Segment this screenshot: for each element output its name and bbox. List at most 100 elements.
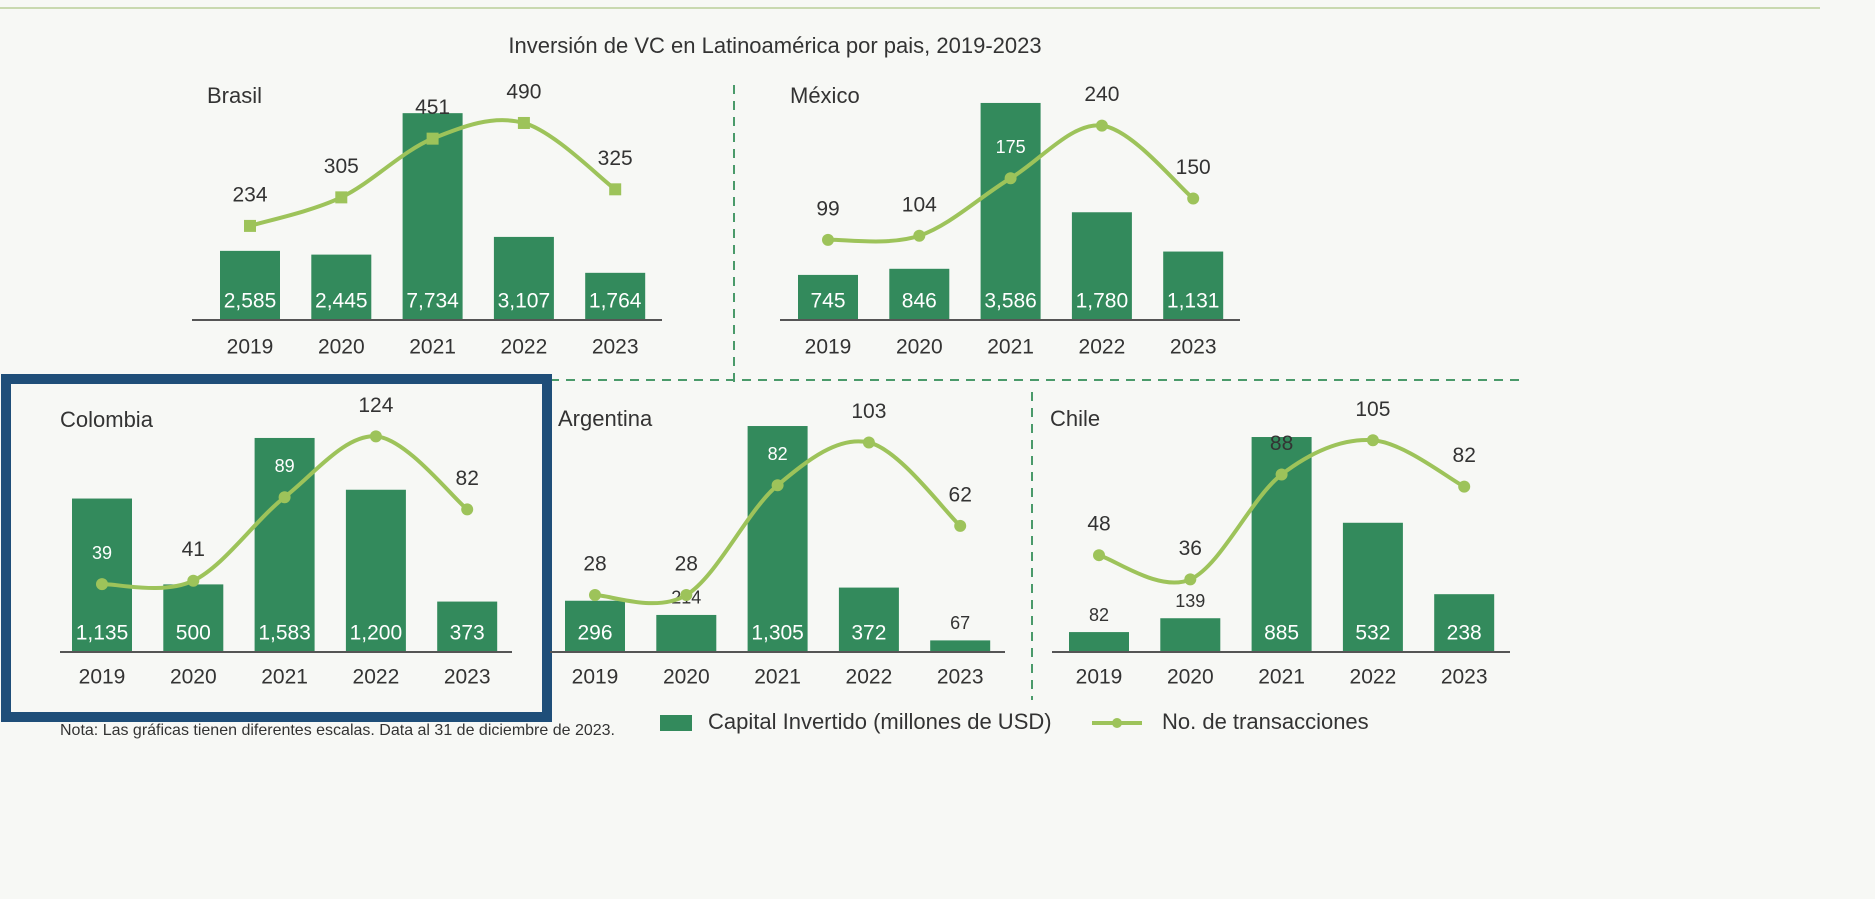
chart-title: Inversión de VC en Latinoamérica por pai… <box>508 33 1041 58</box>
line-marker <box>1458 480 1471 493</box>
bar <box>72 498 132 652</box>
x-tick-label: 2019 <box>805 336 852 359</box>
x-tick-label: 2023 <box>444 666 491 689</box>
bar-value-label: 1,764 <box>589 290 642 313</box>
x-tick-label: 2020 <box>170 666 217 689</box>
panel-title: Colombia <box>60 407 154 432</box>
line-marker <box>589 589 601 602</box>
line-marker <box>1184 573 1197 586</box>
line-value-label: 39 <box>92 543 112 563</box>
line-value-label: 99 <box>816 197 839 220</box>
line-value-label: 28 <box>675 553 698 576</box>
bar <box>565 600 625 652</box>
line-value-label: 103 <box>851 400 886 423</box>
line-marker <box>369 430 382 443</box>
x-tick-label: 2023 <box>1170 336 1217 359</box>
bar <box>1163 251 1224 320</box>
line-value-label: 305 <box>324 155 359 178</box>
x-tick-label: 2021 <box>987 336 1034 359</box>
bar-value-label: 1,583 <box>258 622 311 645</box>
x-tick-label: 2021 <box>754 666 801 689</box>
bar-value-label: 3,107 <box>498 290 551 313</box>
legend-label: No. de transacciones <box>1162 709 1369 734</box>
line-value-label: 89 <box>275 456 295 476</box>
line-value-label: 36 <box>1179 537 1202 560</box>
bar <box>1160 618 1221 652</box>
bar-value-label: 238 <box>1447 622 1482 645</box>
bar <box>254 437 315 652</box>
bar-value-label: 3,586 <box>984 290 1037 313</box>
line-marker <box>1187 192 1200 205</box>
bar-value-label: 372 <box>851 622 886 645</box>
line-value-label: 62 <box>949 483 972 506</box>
legend-swatch <box>660 715 692 731</box>
line-marker <box>680 589 693 602</box>
bar <box>493 236 554 320</box>
x-tick-label: 2022 <box>353 666 400 689</box>
line-marker <box>426 132 439 145</box>
bar <box>585 272 646 320</box>
legend-swatch <box>1112 718 1122 728</box>
x-tick-label: 2020 <box>896 336 943 359</box>
bar <box>656 614 717 652</box>
x-tick-label: 2019 <box>1076 666 1123 689</box>
bar <box>345 489 406 652</box>
line-marker <box>461 503 474 516</box>
line-value-label: 234 <box>232 183 267 206</box>
x-tick-label: 2019 <box>79 666 126 689</box>
bar <box>1071 212 1132 320</box>
line-value-label: 88 <box>1270 432 1293 455</box>
line-marker <box>822 233 834 246</box>
bar <box>311 254 372 320</box>
bar-value-label: 2,585 <box>224 290 277 313</box>
x-tick-label: 2023 <box>1441 666 1488 689</box>
bar-value-label: 1,780 <box>1076 290 1129 313</box>
x-tick-label: 2022 <box>846 666 893 689</box>
bar <box>980 102 1041 320</box>
line-marker <box>517 116 530 129</box>
bar-value-label: 139 <box>1175 591 1205 611</box>
line-value-label: 150 <box>1176 156 1211 179</box>
legend-label: Capital Invertido (millones de USD) <box>708 709 1052 734</box>
bar-value-label: 373 <box>450 622 485 645</box>
line-marker <box>1366 434 1379 447</box>
x-tick-label: 2021 <box>409 336 456 359</box>
bar-value-label: 532 <box>1355 622 1390 645</box>
bar <box>1434 594 1495 652</box>
bar <box>798 274 858 320</box>
x-tick-label: 2020 <box>1167 666 1214 689</box>
line-value-label: 82 <box>1453 444 1476 467</box>
bar <box>1069 632 1129 652</box>
line-value-label: 451 <box>415 96 450 119</box>
bar-value-label: 1,131 <box>1167 290 1220 313</box>
line-marker <box>1093 549 1105 562</box>
line-value-label: 325 <box>598 147 633 170</box>
x-tick-label: 2022 <box>501 336 548 359</box>
x-tick-label: 2022 <box>1350 666 1397 689</box>
line-marker <box>609 183 622 196</box>
x-tick-label: 2021 <box>1258 666 1305 689</box>
line-marker <box>244 219 256 232</box>
bar-value-label: 296 <box>577 622 612 645</box>
line-value-label: 490 <box>506 81 541 104</box>
footnote: Nota: Las gráficas tienen diferentes esc… <box>60 722 615 739</box>
highlight-box <box>1 374 552 722</box>
bar <box>838 587 899 652</box>
line-value-label: 41 <box>182 538 205 561</box>
bar-value-label: 1,135 <box>76 622 129 645</box>
line-value-label: 124 <box>358 394 393 417</box>
line-marker <box>954 519 967 532</box>
line-value-label: 240 <box>1084 83 1119 106</box>
x-tick-label: 2022 <box>1079 336 1126 359</box>
x-tick-label: 2020 <box>318 336 365 359</box>
panel-title: Chile <box>1050 406 1100 431</box>
x-tick-label: 2021 <box>261 666 308 689</box>
bar <box>889 268 950 320</box>
x-tick-label: 2020 <box>663 666 710 689</box>
bar-value-label: 846 <box>902 290 937 313</box>
x-tick-label: 2023 <box>592 336 639 359</box>
bar-value-label: 1,305 <box>751 622 804 645</box>
bar <box>163 584 224 652</box>
